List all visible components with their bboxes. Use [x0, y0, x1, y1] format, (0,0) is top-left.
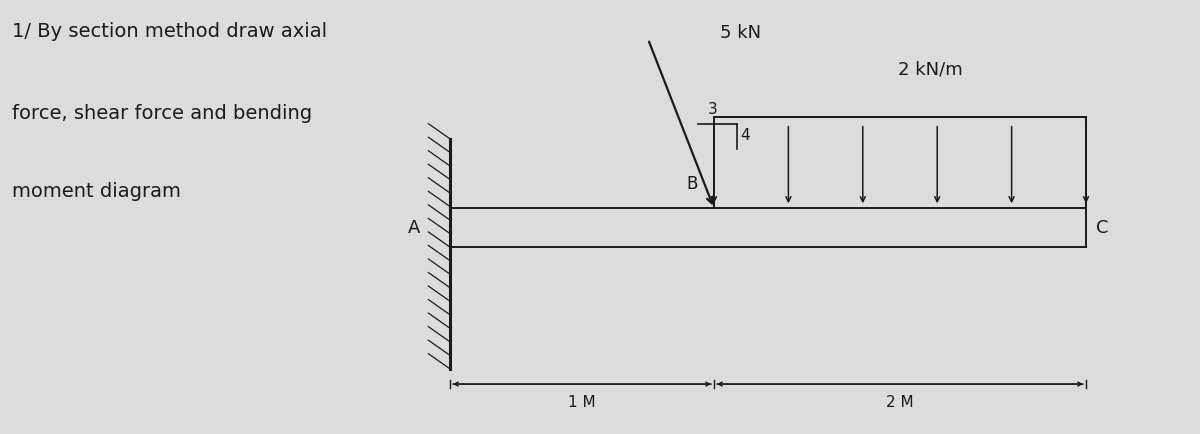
Text: force, shear force and bending: force, shear force and bending [12, 104, 312, 123]
Text: moment diagram: moment diagram [12, 182, 181, 201]
Text: 1/ By section method draw axial: 1/ By section method draw axial [12, 22, 328, 41]
Text: A: A [408, 219, 420, 237]
Text: 1 M: 1 M [568, 395, 596, 410]
Text: B: B [686, 175, 698, 193]
Text: 2 kN/m: 2 kN/m [898, 60, 962, 79]
Text: 2 M: 2 M [886, 395, 914, 410]
Text: 4: 4 [740, 128, 750, 143]
Text: C: C [1096, 219, 1108, 237]
Text: 3: 3 [708, 102, 718, 117]
Text: 5 kN: 5 kN [720, 24, 761, 42]
